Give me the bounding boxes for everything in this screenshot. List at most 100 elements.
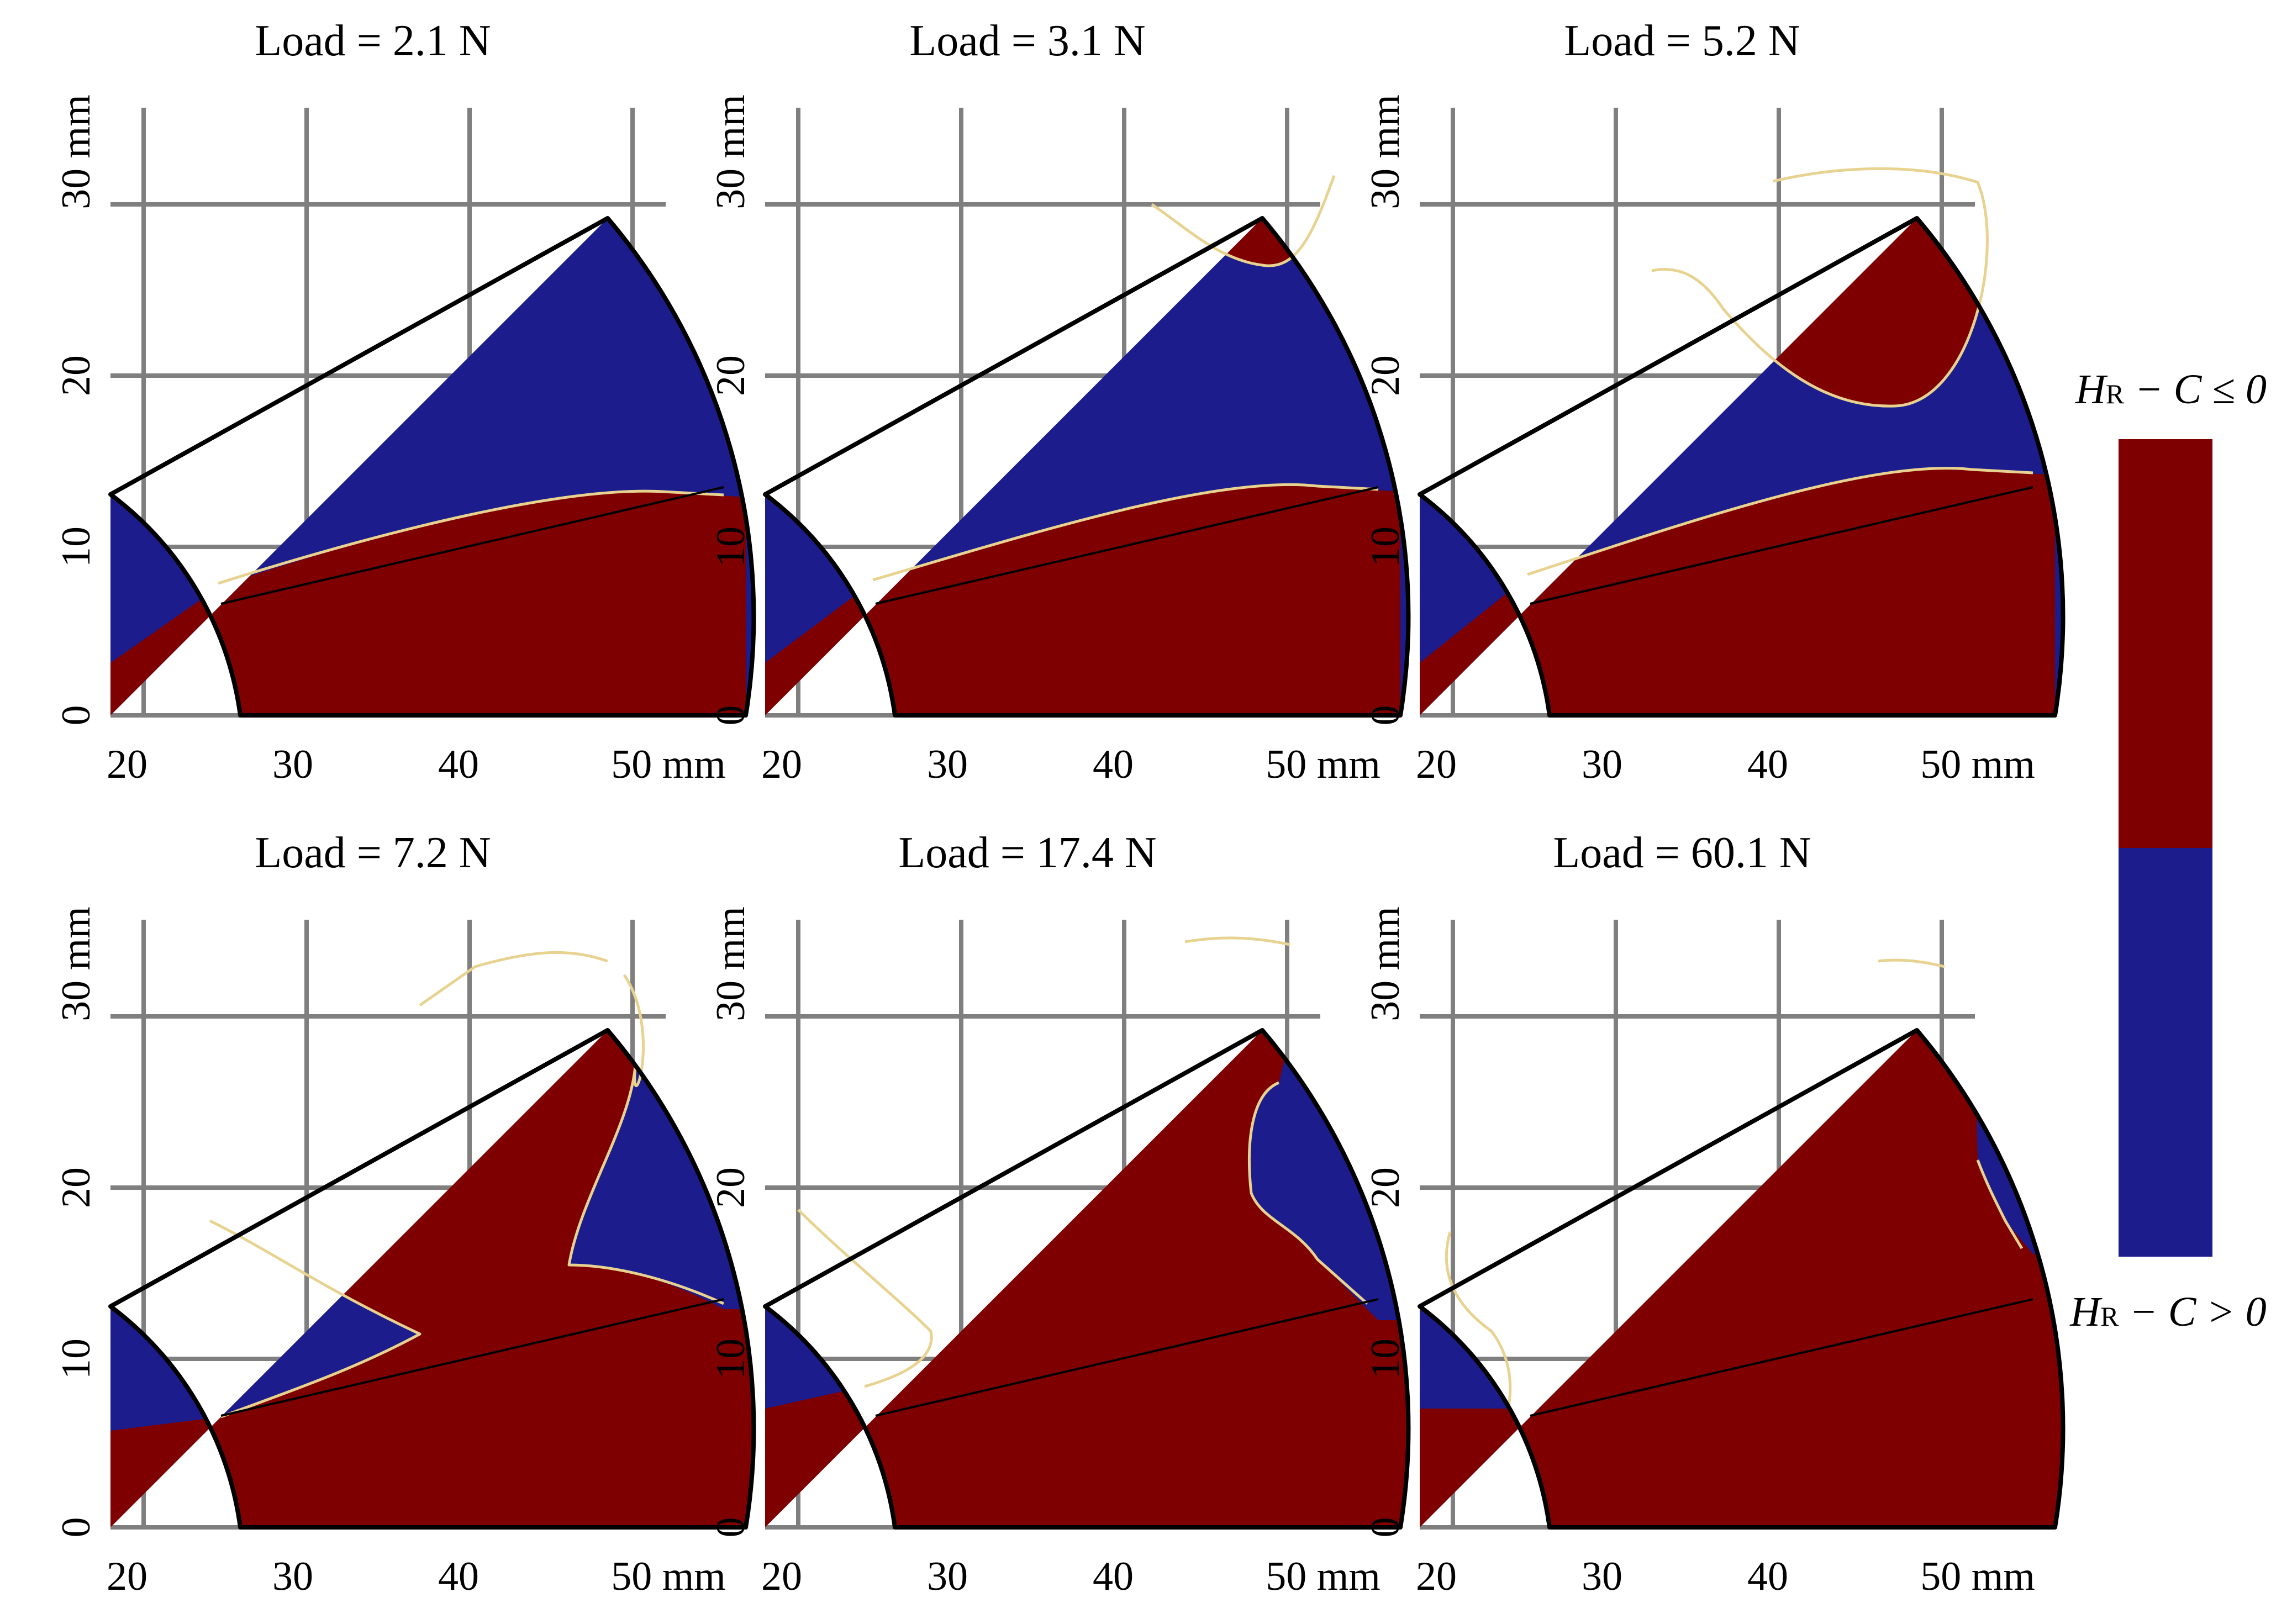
sector: [763, 175, 1411, 718]
y-tick: 20: [1363, 355, 1408, 396]
panel-title: Load = 60.1 N: [1553, 829, 1811, 877]
sector: [108, 216, 756, 718]
sector-outline: [1418, 216, 2066, 718]
x-tick: 50 mm: [1266, 1554, 1381, 1599]
x-ticks: 20 30 40 50 mm: [761, 1554, 1381, 1599]
contour: [1151, 175, 1336, 267]
y-tick: 30 mm: [708, 906, 754, 1021]
legend-label-negative: HR − C ≤ 0: [2075, 366, 2267, 413]
y-tick: 10: [54, 1338, 99, 1379]
panel-3: Load = 5.2 N 20 30 40 50 m: [1363, 17, 2066, 787]
panel-title: Load = 5.2 N: [1564, 17, 1800, 65]
x-tick: 30: [927, 742, 968, 787]
y-tick: 20: [54, 1167, 99, 1208]
x-tick: 20: [761, 1554, 802, 1599]
legend-rest: − C > 0: [2119, 1289, 2266, 1335]
legend-subscript: R: [2106, 378, 2125, 409]
contour: [1445, 1231, 1512, 1409]
sector: [763, 936, 1411, 1530]
x-tick: 20: [107, 742, 147, 787]
x-tick: 20: [1416, 1554, 1457, 1599]
panel-4: Load = 7.2 N 20 30: [54, 829, 756, 1599]
chord: [875, 1298, 1379, 1417]
contour: [1651, 167, 1989, 408]
sector-outline: [1418, 1028, 2066, 1530]
contour: [209, 1219, 421, 1419]
y-tick: 0: [708, 1517, 754, 1538]
contour: [218, 489, 724, 585]
x-tick: 40: [1747, 742, 1788, 787]
sector: [1418, 167, 2066, 718]
contour: [1976, 1159, 2024, 1249]
sector-outline: [763, 1028, 1411, 1530]
x-tick: 30: [927, 1554, 968, 1599]
legend-subscript: R: [2100, 1301, 2119, 1332]
x-tick: 20: [1416, 742, 1457, 787]
y-tick: 0: [54, 1517, 99, 1538]
chord: [220, 1298, 724, 1417]
x-tick: 50 mm: [1920, 1554, 2035, 1599]
y-tick: 30 mm: [1363, 906, 1408, 1021]
y-ticks: 0 10 20 30 mm: [54, 94, 99, 725]
x-tick: 30: [1582, 1554, 1622, 1599]
x-tick: 40: [1093, 742, 1134, 787]
y-tick: 0: [708, 705, 754, 726]
y-tick: 10: [708, 1338, 754, 1379]
x-tick: 50 mm: [1920, 742, 2035, 787]
y-tick: 10: [54, 526, 99, 567]
y-tick: 30 mm: [1363, 94, 1408, 209]
x-ticks: 20 30 40 50 mm: [1416, 1554, 2035, 1599]
y-tick: 10: [1363, 526, 1408, 567]
region-positive: [387, 922, 608, 1005]
panel-2: Load = 3.1 N 20 30 40 50 m: [708, 17, 1411, 787]
contour: [567, 974, 725, 1305]
chord: [1530, 1298, 2033, 1417]
panel-title: Load = 3.1 N: [909, 17, 1145, 65]
contour: [419, 951, 608, 1007]
y-tick: 20: [708, 355, 754, 396]
legend-symbol: H: [2075, 366, 2108, 413]
x-tick: 30: [272, 1554, 313, 1599]
panel-5: Load = 17.4 N 20 30: [708, 829, 1411, 1599]
y-tick: 20: [1363, 1167, 1408, 1208]
x-tick: 50 mm: [611, 1554, 726, 1599]
chord: [220, 486, 724, 605]
y-tick: 0: [54, 705, 99, 726]
sector-outline: [108, 216, 756, 718]
y-tick: 10: [1363, 1338, 1408, 1379]
y-tick: 0: [1363, 1517, 1408, 1538]
y-tick: 30 mm: [54, 906, 99, 1021]
region-positive: [1420, 1232, 1510, 1409]
x-ticks: 20 30 40 50 mm: [107, 1554, 726, 1599]
legend-swatch-positive: [2119, 848, 2212, 1257]
x-tick: 50 mm: [611, 742, 726, 787]
y-tick: 30 mm: [54, 94, 99, 209]
y-tick: 20: [708, 1167, 754, 1208]
legend-rest: − C ≤ 0: [2124, 366, 2267, 413]
contour: [1527, 467, 2033, 576]
y-ticks: 0 10 20 30 mm: [54, 906, 99, 1537]
x-tick: 20: [107, 1554, 147, 1599]
y-tick: 30 mm: [708, 94, 754, 209]
legend-symbol: H: [2069, 1289, 2103, 1335]
y-ticks: 0 10 20 30 mm: [1363, 906, 1408, 1537]
x-tick: 30: [272, 742, 313, 787]
region-negative: [1420, 1030, 2063, 1527]
region-negative: [1420, 468, 2055, 715]
region-negative: [110, 491, 746, 715]
sector-outline: [108, 1028, 756, 1530]
y-tick: 20: [54, 355, 99, 396]
panel-title: Load = 17.4 N: [898, 829, 1156, 877]
contour: [872, 483, 1379, 582]
x-tick: 30: [1582, 742, 1622, 787]
chord: [875, 486, 1379, 605]
contour: [1184, 936, 1290, 946]
x-tick: 40: [1093, 1554, 1134, 1599]
x-ticks: 20 30 40 50 mm: [761, 742, 1381, 787]
x-tick: 20: [761, 742, 802, 787]
chord: [1530, 486, 2033, 605]
region-negative: [765, 484, 1400, 715]
y-tick: 10: [708, 526, 754, 567]
legend-swatch-negative: [2119, 439, 2212, 848]
panel-6: Load = 60.1 N 20 30: [1363, 829, 2066, 1599]
